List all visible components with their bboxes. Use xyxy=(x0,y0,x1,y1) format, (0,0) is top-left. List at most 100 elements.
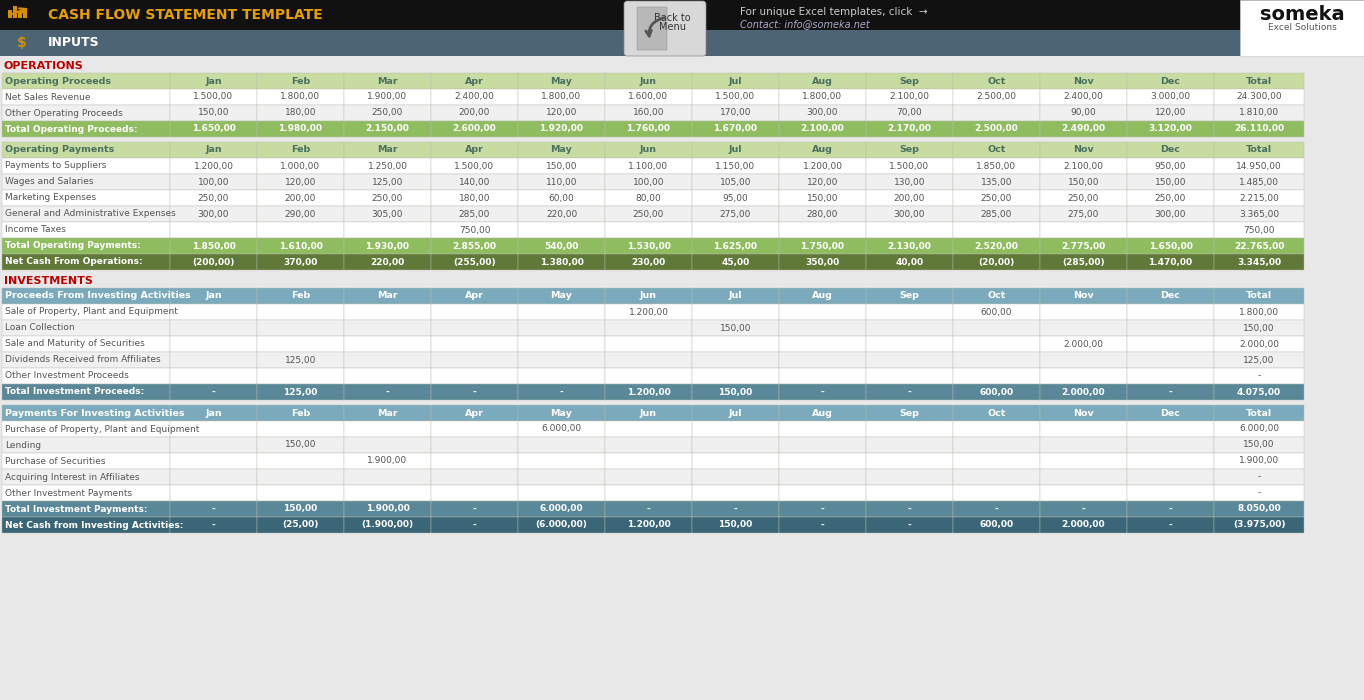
Text: Jul: Jul xyxy=(728,291,742,300)
Bar xyxy=(1,190,170,206)
Text: 1.670,00: 1.670,00 xyxy=(713,125,757,134)
Text: -: - xyxy=(1169,521,1173,529)
Bar xyxy=(431,121,518,137)
Bar xyxy=(779,421,866,437)
Text: 300,00: 300,00 xyxy=(806,108,839,118)
Text: Total: Total xyxy=(1245,146,1273,155)
Text: 45,00: 45,00 xyxy=(722,258,750,267)
Bar xyxy=(256,336,344,352)
Bar xyxy=(692,89,779,105)
Bar xyxy=(692,73,779,89)
Text: Feb: Feb xyxy=(291,76,310,85)
Bar xyxy=(1127,158,1214,174)
Bar xyxy=(518,254,606,270)
Text: 6.000,00: 6.000,00 xyxy=(540,505,584,514)
Bar xyxy=(344,142,431,158)
Bar xyxy=(518,105,606,121)
Bar xyxy=(518,453,606,469)
Bar xyxy=(779,501,866,517)
Bar xyxy=(779,304,866,320)
Bar xyxy=(1214,73,1304,89)
Text: Oct: Oct xyxy=(988,146,1005,155)
Text: 70,00: 70,00 xyxy=(896,108,922,118)
Bar xyxy=(692,304,779,320)
Bar xyxy=(866,320,953,336)
Bar xyxy=(431,105,518,121)
Text: Wages and Salaries: Wages and Salaries xyxy=(5,178,94,186)
Bar xyxy=(692,384,779,400)
Text: Proceeds From Investing Activities: Proceeds From Investing Activities xyxy=(5,291,191,300)
Bar xyxy=(0,30,1364,56)
Bar xyxy=(1214,368,1304,384)
Bar xyxy=(344,190,431,206)
Bar xyxy=(344,368,431,384)
Bar xyxy=(431,206,518,222)
Text: 600,00: 600,00 xyxy=(981,307,1012,316)
Bar xyxy=(1214,453,1304,469)
Bar xyxy=(866,190,953,206)
Text: Operating Proceeds: Operating Proceeds xyxy=(5,76,110,85)
Text: 1.800,00: 1.800,00 xyxy=(542,92,581,102)
Bar xyxy=(256,501,344,517)
Text: 125,00: 125,00 xyxy=(285,356,316,365)
Text: 2.100,00: 2.100,00 xyxy=(801,125,844,134)
Bar xyxy=(692,174,779,190)
Text: 150,00: 150,00 xyxy=(284,505,318,514)
Bar xyxy=(431,405,518,421)
Bar xyxy=(1127,105,1214,121)
Text: 120,00: 120,00 xyxy=(546,108,577,118)
Text: 125,00: 125,00 xyxy=(284,388,318,396)
Bar xyxy=(1214,254,1304,270)
Bar xyxy=(1,501,170,517)
Text: 1.800,00: 1.800,00 xyxy=(802,92,843,102)
Text: Total: Total xyxy=(1245,291,1273,300)
Bar xyxy=(344,89,431,105)
Bar xyxy=(256,304,344,320)
Bar xyxy=(431,320,518,336)
Text: Apr: Apr xyxy=(465,146,484,155)
Bar xyxy=(606,501,692,517)
Bar xyxy=(1214,517,1304,533)
Bar xyxy=(431,421,518,437)
Bar xyxy=(953,206,1039,222)
Text: 3.345,00: 3.345,00 xyxy=(1237,258,1281,267)
Bar xyxy=(1,437,170,453)
Text: 150,00: 150,00 xyxy=(1243,440,1275,449)
Text: 280,00: 280,00 xyxy=(807,209,839,218)
Bar xyxy=(1214,336,1304,352)
Bar xyxy=(170,206,256,222)
Bar xyxy=(606,73,692,89)
Text: 2.000,00: 2.000,00 xyxy=(1064,340,1103,349)
Text: 250,00: 250,00 xyxy=(633,209,664,218)
Bar xyxy=(692,190,779,206)
Bar xyxy=(1,238,170,254)
Text: -: - xyxy=(907,521,911,529)
Text: -: - xyxy=(907,505,911,514)
Bar xyxy=(866,288,953,304)
Text: 150,00: 150,00 xyxy=(806,193,839,202)
Text: Payments For Investing Activities: Payments For Investing Activities xyxy=(5,409,184,417)
Text: Aug: Aug xyxy=(812,76,833,85)
Bar xyxy=(953,352,1039,368)
Text: Acquiring Interest in Affiliates: Acquiring Interest in Affiliates xyxy=(5,473,139,482)
Bar xyxy=(344,206,431,222)
Bar xyxy=(256,206,344,222)
Text: 1.800,00: 1.800,00 xyxy=(1239,307,1279,316)
Text: 180,00: 180,00 xyxy=(285,108,316,118)
Text: 60,00: 60,00 xyxy=(548,193,574,202)
Bar xyxy=(779,105,866,121)
Bar xyxy=(692,288,779,304)
Text: 1.600,00: 1.600,00 xyxy=(629,92,668,102)
Bar xyxy=(1039,336,1127,352)
Bar xyxy=(866,485,953,501)
Text: 105,00: 105,00 xyxy=(720,178,752,186)
Text: 90,00: 90,00 xyxy=(1071,108,1097,118)
Bar xyxy=(170,174,256,190)
Text: 1.500,00: 1.500,00 xyxy=(194,92,233,102)
Bar xyxy=(1,89,170,105)
Text: -: - xyxy=(647,505,651,514)
Bar xyxy=(170,469,256,485)
Text: Other Investment Proceeds: Other Investment Proceeds xyxy=(5,372,128,381)
Bar xyxy=(344,158,431,174)
Bar xyxy=(866,73,953,89)
